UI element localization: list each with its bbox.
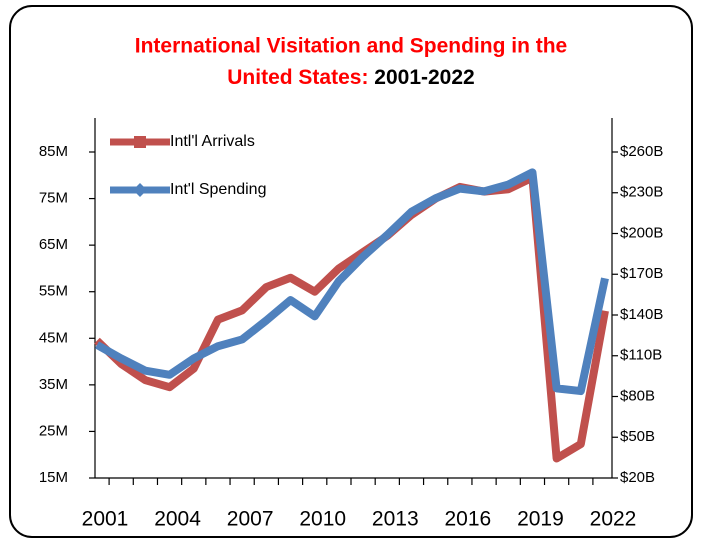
y2-tick-label: $50B (620, 428, 655, 445)
y-tick-label: 35M (39, 376, 68, 393)
x-tick-label: 2016 (444, 508, 491, 531)
legend-marker (133, 183, 147, 197)
y-tick-label: 55M (39, 283, 68, 300)
legend-label: Intl'l Arrivals (170, 133, 255, 150)
x-tick-label: 2001 (82, 508, 129, 531)
x-tick-label: 2013 (372, 508, 419, 531)
y2-tick-label: $170B (620, 265, 663, 282)
title-part: United States: (227, 66, 368, 89)
title-line: International Visitation and Spending in… (135, 35, 567, 58)
y2-tick-label: $230B (620, 184, 663, 201)
x-tick-label: 2004 (154, 508, 201, 531)
y-tick-label: 85M (39, 143, 68, 160)
x-tick-label: 2022 (590, 508, 637, 531)
y2-tick-label: $110B (620, 347, 662, 364)
legend-label: Int'l Spending (170, 181, 266, 198)
series-line (94, 173, 609, 463)
y-tick-label: 75M (39, 190, 68, 207)
x-tick-label: 2010 (299, 508, 346, 531)
x-tick-label: 2007 (227, 508, 274, 531)
y-tick-label: 45M (39, 329, 68, 346)
x-tick-label: 2019 (517, 508, 564, 531)
y2-tick-label: $80B (620, 387, 655, 404)
y-tick-label: 25M (39, 422, 68, 439)
series-line (95, 168, 609, 396)
y-tick-label: 65M (39, 236, 68, 253)
y2-tick-label: $260B (620, 143, 663, 160)
title-line: United States: 2001-2022 (227, 66, 474, 89)
y2-tick-label: $200B (620, 224, 663, 241)
chart-title: International Visitation and Spending in… (135, 35, 567, 89)
y2-tick-label: $20B (620, 469, 655, 486)
y-tick-label: 15M (39, 469, 68, 486)
y2-tick-label: $140B (620, 306, 663, 323)
legend-marker (134, 136, 146, 148)
title-years: 2001-2022 (374, 66, 474, 89)
